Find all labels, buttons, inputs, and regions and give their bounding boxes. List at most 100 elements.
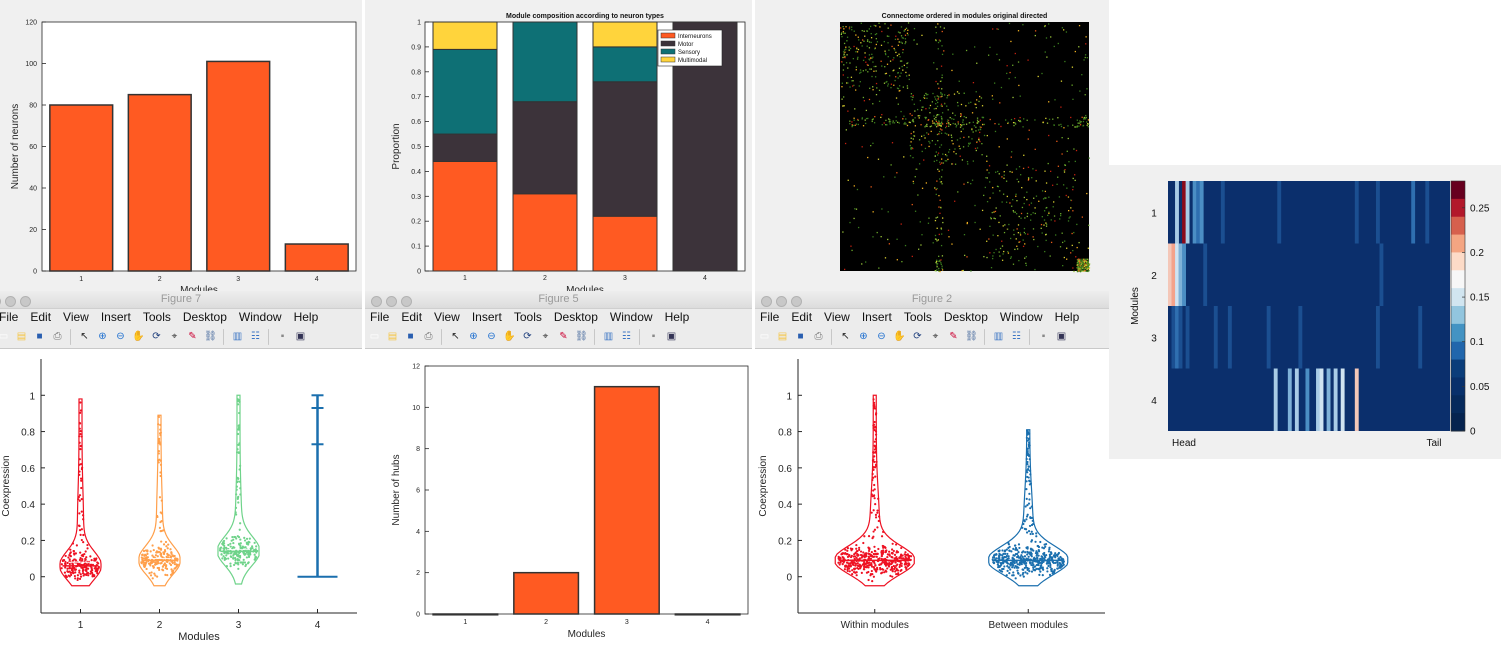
menu-tools[interactable]: Tools bbox=[903, 310, 932, 324]
print-icon[interactable]: ⎙ bbox=[814, 331, 823, 342]
connection-cell bbox=[872, 86, 874, 88]
rotate-icon[interactable]: ⟳ bbox=[152, 331, 161, 342]
connection-cell bbox=[1013, 229, 1015, 231]
new-figure-icon[interactable]: ▭ bbox=[0, 331, 9, 342]
close-icon[interactable] bbox=[761, 296, 772, 307]
menu-help[interactable]: Help bbox=[293, 310, 319, 324]
violin-point bbox=[232, 556, 235, 560]
print-icon[interactable]: ⎙ bbox=[53, 331, 62, 342]
menu-tools[interactable]: Tools bbox=[513, 310, 542, 324]
close-icon[interactable] bbox=[371, 296, 382, 307]
figure-2-window[interactable]: Figure 2 File Edit View Insert Tools Desktop W… bbox=[755, 291, 1109, 649]
zoom-in-icon[interactable]: ⊕ bbox=[469, 331, 478, 342]
show-plot-tools-icon[interactable]: ▣ bbox=[666, 331, 677, 342]
menu-view[interactable]: View bbox=[434, 310, 460, 324]
data-cursor-icon[interactable]: ⌖ bbox=[932, 331, 939, 342]
colorbar-icon[interactable]: ▥ bbox=[603, 331, 614, 342]
new-figure-icon[interactable]: ▭ bbox=[759, 331, 770, 342]
zoom-icon[interactable] bbox=[401, 296, 412, 307]
title-bar[interactable]: Figure 7 bbox=[0, 291, 362, 309]
minimize-icon[interactable] bbox=[776, 296, 787, 307]
open-file-icon[interactable]: ▤ bbox=[777, 331, 788, 342]
rotate-icon[interactable]: ⟳ bbox=[913, 331, 922, 342]
menu-insert[interactable]: Insert bbox=[471, 310, 502, 324]
pan-icon[interactable]: ✋ bbox=[503, 331, 516, 342]
brush-icon[interactable]: ✎ bbox=[949, 331, 958, 342]
violin-point bbox=[859, 566, 862, 569]
zoom-icon[interactable] bbox=[791, 296, 802, 307]
show-plot-tools-icon[interactable]: ▣ bbox=[295, 331, 306, 342]
menu-file[interactable]: File bbox=[0, 310, 19, 324]
legend-icon[interactable]: ☷ bbox=[622, 331, 631, 342]
y-tick-label: 120 bbox=[25, 20, 37, 27]
title-bar[interactable]: Figure 2 bbox=[755, 291, 1109, 309]
menu-window[interactable]: Window bbox=[238, 310, 282, 324]
minimize-icon[interactable] bbox=[386, 296, 397, 307]
save-icon[interactable]: ■ bbox=[407, 331, 414, 342]
zoom-out-icon[interactable]: ⊖ bbox=[877, 331, 886, 342]
menu-help[interactable]: Help bbox=[664, 310, 690, 324]
menu-edit[interactable]: Edit bbox=[401, 310, 423, 324]
brush-icon[interactable]: ✎ bbox=[188, 331, 197, 342]
save-icon[interactable]: ■ bbox=[36, 331, 43, 342]
figure-5-window[interactable]: Figure 5 File Edit View Insert Tools Desktop W… bbox=[365, 291, 752, 649]
connection-cell bbox=[901, 42, 904, 44]
title-bar[interactable]: Figure 5 bbox=[365, 291, 752, 309]
open-file-icon[interactable]: ▤ bbox=[16, 331, 27, 342]
menu-desktop[interactable]: Desktop bbox=[553, 310, 598, 324]
save-icon[interactable]: ■ bbox=[797, 331, 804, 342]
colorbar-icon[interactable]: ▥ bbox=[232, 331, 243, 342]
new-figure-icon[interactable]: ▭ bbox=[369, 331, 380, 342]
pan-icon[interactable]: ✋ bbox=[893, 331, 906, 342]
pointer-icon[interactable]: ↖ bbox=[841, 331, 850, 342]
zoom-in-icon[interactable]: ⊕ bbox=[98, 331, 107, 342]
hide-plot-tools-icon[interactable]: ▪ bbox=[280, 331, 285, 342]
zoom-in-icon[interactable]: ⊕ bbox=[859, 331, 868, 342]
menu-edit[interactable]: Edit bbox=[791, 310, 813, 324]
brush-icon[interactable]: ✎ bbox=[559, 331, 568, 342]
legend-icon[interactable]: ☷ bbox=[251, 331, 260, 342]
rotate-icon[interactable]: ⟳ bbox=[523, 331, 532, 342]
violin-point bbox=[1030, 505, 1033, 508]
hide-plot-tools-icon[interactable]: ▪ bbox=[1041, 331, 1046, 342]
pointer-icon[interactable]: ↖ bbox=[80, 331, 89, 342]
zoom-icon[interactable] bbox=[20, 296, 31, 307]
pointer-icon[interactable]: ↖ bbox=[451, 331, 460, 342]
data-cursor-icon[interactable]: ⌖ bbox=[171, 331, 178, 342]
menu-desktop[interactable]: Desktop bbox=[943, 310, 988, 324]
zoom-out-icon[interactable]: ⊖ bbox=[487, 331, 496, 342]
violin-point bbox=[855, 547, 858, 550]
menu-view[interactable]: View bbox=[824, 310, 850, 324]
menu-window[interactable]: Window bbox=[609, 310, 653, 324]
show-plot-tools-icon[interactable]: ▣ bbox=[1056, 331, 1067, 342]
figure-7-window[interactable]: Figure 7 File Edit View Insert Tools Desktop W… bbox=[0, 291, 362, 649]
hide-plot-tools-icon[interactable]: ▪ bbox=[651, 331, 656, 342]
zoom-out-icon[interactable]: ⊖ bbox=[116, 331, 125, 342]
link-plot-icon[interactable]: ⛓ bbox=[204, 331, 217, 342]
link-plot-icon[interactable]: ⛓ bbox=[965, 331, 978, 342]
print-icon[interactable]: ⎙ bbox=[424, 331, 433, 342]
connection-cell bbox=[851, 249, 853, 252]
violin-point bbox=[90, 566, 93, 569]
menu-insert[interactable]: Insert bbox=[100, 310, 131, 324]
menu-view[interactable]: View bbox=[63, 310, 89, 324]
menu-window[interactable]: Window bbox=[999, 310, 1043, 324]
connection-cell bbox=[951, 136, 953, 139]
pan-icon[interactable]: ✋ bbox=[132, 331, 145, 342]
colorbar-icon[interactable]: ▥ bbox=[993, 331, 1004, 342]
chart-title: Module composition according to neuron t… bbox=[506, 13, 664, 20]
menu-help[interactable]: Help bbox=[1054, 310, 1080, 324]
legend-icon[interactable]: ☷ bbox=[1012, 331, 1021, 342]
open-file-icon[interactable]: ▤ bbox=[387, 331, 398, 342]
data-cursor-icon[interactable]: ⌖ bbox=[542, 331, 549, 342]
menu-tools[interactable]: Tools bbox=[142, 310, 171, 324]
menu-file[interactable]: File bbox=[760, 310, 780, 324]
menu-edit[interactable]: Edit bbox=[30, 310, 52, 324]
minimize-icon[interactable] bbox=[5, 296, 16, 307]
menu-insert[interactable]: Insert bbox=[861, 310, 892, 324]
connection-cell bbox=[1024, 233, 1026, 235]
menu-file[interactable]: File bbox=[370, 310, 390, 324]
connection-cell bbox=[1074, 50, 1076, 53]
link-plot-icon[interactable]: ⛓ bbox=[575, 331, 588, 342]
menu-desktop[interactable]: Desktop bbox=[182, 310, 227, 324]
